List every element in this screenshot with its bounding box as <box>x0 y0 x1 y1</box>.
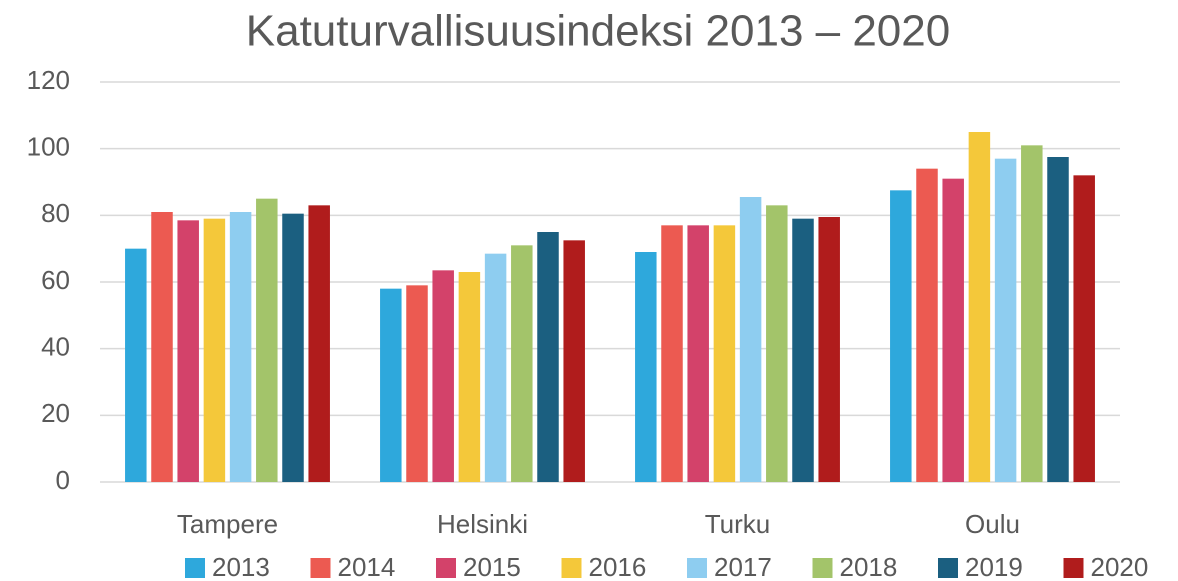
bar <box>282 213 304 482</box>
bar <box>229 212 252 482</box>
bar <box>1021 145 1043 483</box>
bar <box>380 288 402 482</box>
y-tick-label: 120 <box>27 65 70 95</box>
bar <box>256 198 278 482</box>
legend-swatch <box>1063 558 1084 578</box>
bar <box>151 212 173 482</box>
legend-swatch <box>938 558 958 578</box>
bar <box>766 205 788 483</box>
bar <box>537 232 559 482</box>
legend-label: 2019 <box>965 552 1023 581</box>
bar <box>890 190 912 483</box>
x-tick-label: Tampere <box>177 509 278 539</box>
y-tick-label: 80 <box>41 198 70 228</box>
legend-swatch <box>687 558 707 578</box>
legend-label: 2017 <box>714 552 772 581</box>
bar <box>432 270 454 482</box>
bar <box>818 217 840 482</box>
bar <box>635 252 657 482</box>
bar <box>713 225 736 483</box>
bar <box>203 218 226 482</box>
x-tick-label: Oulu <box>965 509 1020 539</box>
y-tick-label: 100 <box>27 132 70 162</box>
legend-label: 2016 <box>589 552 647 581</box>
bar <box>792 218 814 482</box>
x-tick-label: Helsinki <box>437 509 528 539</box>
bar <box>739 197 762 482</box>
bar <box>125 248 147 482</box>
bar <box>458 272 481 482</box>
bar <box>687 225 709 483</box>
bar <box>511 245 533 482</box>
legend-swatch <box>185 558 205 578</box>
bar <box>968 132 991 482</box>
legend-label: 2018 <box>840 552 898 581</box>
y-tick-label: 60 <box>41 265 70 295</box>
y-tick-label: 0 <box>56 465 70 495</box>
bar <box>308 205 330 483</box>
legend-swatch <box>436 558 456 578</box>
bar <box>406 285 428 482</box>
y-tick-label: 20 <box>41 398 70 428</box>
legend-label: 2013 <box>212 552 270 581</box>
bar <box>177 220 199 483</box>
legend-swatch <box>310 558 331 578</box>
bar <box>1047 157 1069 482</box>
chart-title: Katuturvallisuusindeksi 2013 – 2020 <box>246 7 950 56</box>
legend-label: 2014 <box>338 552 396 581</box>
bar <box>484 253 507 482</box>
bar <box>1073 175 1095 483</box>
bar <box>916 168 938 482</box>
x-tick-label: Turku <box>705 509 771 539</box>
legend-swatch <box>812 558 833 578</box>
bar <box>661 225 683 483</box>
y-tick-label: 40 <box>41 332 70 362</box>
bar <box>563 240 585 482</box>
legend-label: 2015 <box>463 552 521 581</box>
bar <box>942 178 964 482</box>
legend-label: 2020 <box>1091 552 1149 581</box>
legend-swatch <box>561 558 582 578</box>
bar <box>994 158 1017 482</box>
